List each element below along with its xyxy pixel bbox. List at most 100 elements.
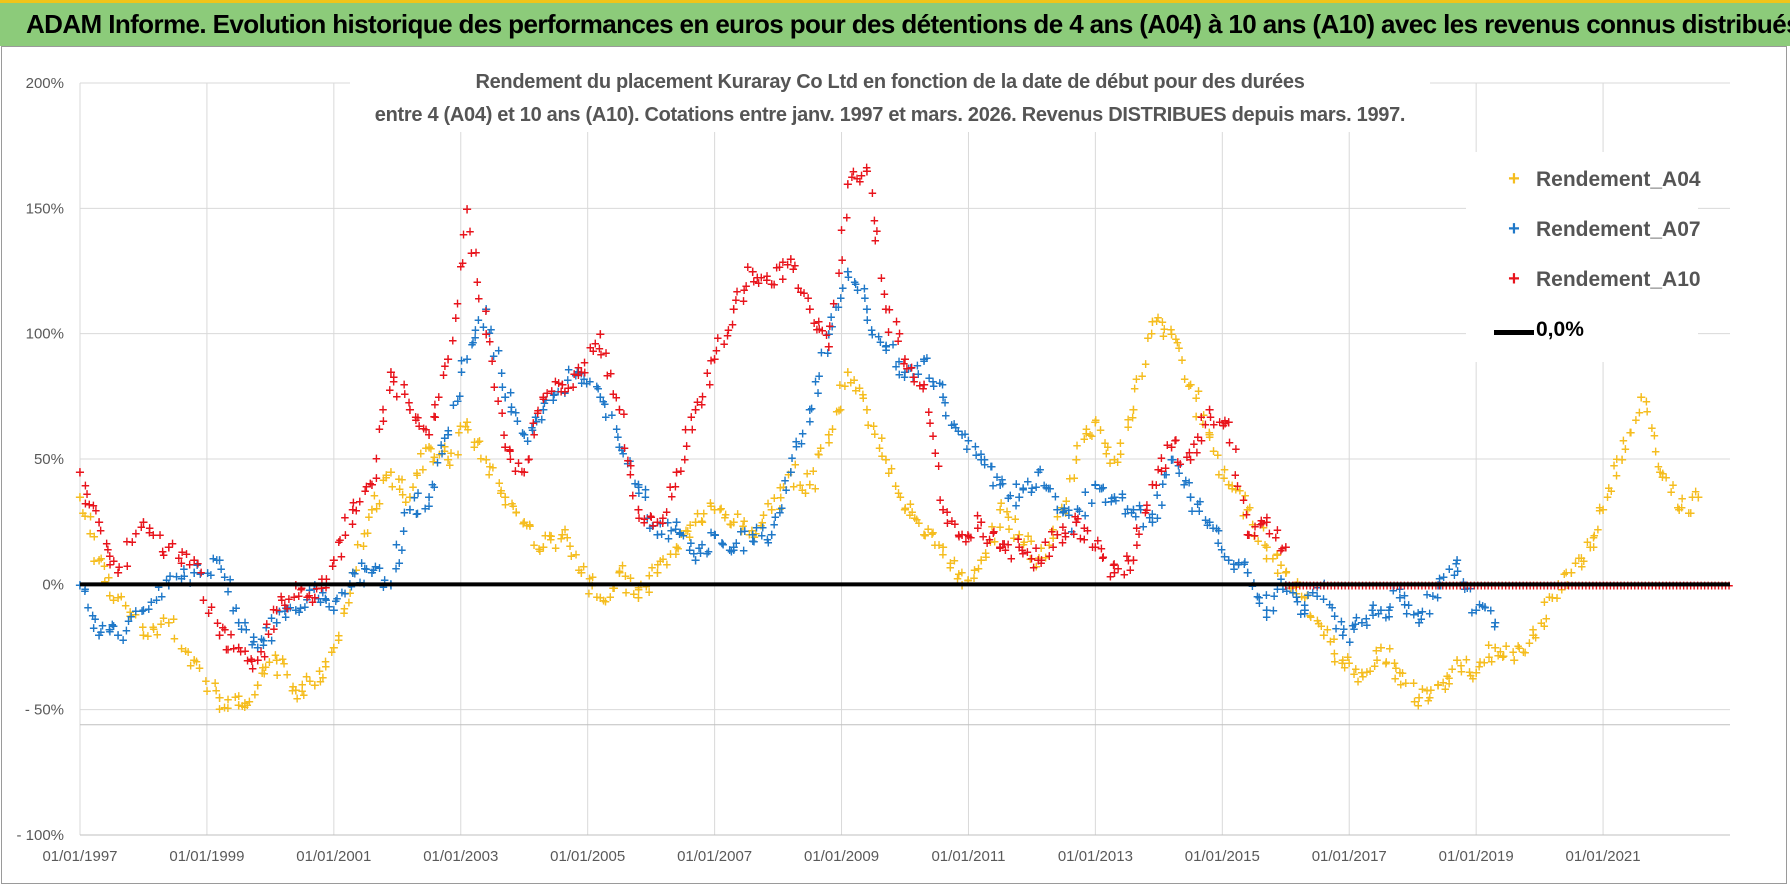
point-rendement-a10: + <box>378 402 388 416</box>
point-rendement-a10: + <box>378 414 388 428</box>
point-rendement-a10: + <box>105 557 115 571</box>
point-rendement-a07: + <box>752 521 762 535</box>
point-rendement-a04: + <box>481 453 492 468</box>
point-rendement-a04: + <box>647 560 657 574</box>
point-rendement-a04: + <box>201 674 211 688</box>
point-rendement-a10: + <box>1003 537 1013 551</box>
point-rendement-a07: + <box>548 393 558 407</box>
point-rendement-a10: + <box>995 541 1005 555</box>
point-rendement-a04: + <box>1147 327 1157 341</box>
point-rendement-a07: + <box>1288 586 1298 600</box>
point-rendement-a04: + <box>652 566 663 581</box>
point-rendement-a04: + <box>1312 613 1322 627</box>
point-rendement-a04: + <box>747 528 758 543</box>
point-rendement-a10: + <box>772 261 782 275</box>
point-rendement-a04: + <box>1513 639 1523 653</box>
point-rendement-a04: + <box>1626 426 1636 440</box>
point-rendement-a10: + <box>1142 498 1152 512</box>
point-rendement-a04: + <box>749 530 759 544</box>
point-rendement-a10: + <box>1223 415 1234 430</box>
point-rendement-a04: + <box>1376 641 1387 656</box>
point-rendement-a07: + <box>577 376 587 390</box>
point-rendement-a04: + <box>747 523 757 537</box>
point-rendement-a04: + <box>1381 656 1391 670</box>
point-rendement-a10: + <box>304 589 314 603</box>
point-rendement-a07: + <box>281 610 291 624</box>
point-rendement-a04: + <box>1171 332 1181 346</box>
point-rendement-a07: + <box>557 378 568 393</box>
point-rendement-a07: + <box>938 390 949 405</box>
point-rendement-a07: + <box>470 330 480 344</box>
point-rendement-a10: + <box>918 381 928 395</box>
point-rendement-a04: + <box>1340 661 1350 675</box>
point-rendement-a07: + <box>1474 598 1484 612</box>
point-rendement-a10: + <box>812 323 822 337</box>
point-rendement-a04: + <box>784 468 794 482</box>
point-rendement-a04: + <box>1606 484 1616 498</box>
point-rendement-a04: + <box>398 488 408 502</box>
point-rendement-a04: + <box>560 523 570 537</box>
point-rendement-a10: + <box>1209 417 1219 431</box>
data-points: ++++++++++++++++++++++++++++++++++++++++… <box>75 160 1735 715</box>
point-rendement-a07: + <box>1276 572 1286 586</box>
point-rendement-a04: + <box>191 655 201 669</box>
point-rendement-a04: + <box>1603 490 1613 504</box>
point-rendement-a10: + <box>1220 413 1230 427</box>
point-rendement-a04: + <box>1425 690 1435 704</box>
point-rendement-a04: + <box>927 527 937 541</box>
point-rendement-a07: + <box>151 593 161 607</box>
point-rendement-a07: + <box>938 377 948 391</box>
point-rendement-a04: + <box>525 517 535 531</box>
point-rendement-a04: + <box>1576 551 1586 565</box>
point-rendement-a04: + <box>1131 372 1141 386</box>
point-rendement-a07: + <box>195 567 205 581</box>
point-rendement-a07: + <box>1458 575 1468 589</box>
point-rendement-a04: + <box>1398 666 1408 680</box>
point-rendement-a07: + <box>813 386 823 400</box>
point-rendement-a07: + <box>1058 505 1068 519</box>
point-rendement-a10: + <box>136 520 146 534</box>
point-rendement-a04: + <box>1185 378 1196 393</box>
point-rendement-a07: + <box>797 437 807 451</box>
point-rendement-a04: + <box>518 516 528 530</box>
point-rendement-a04: + <box>519 516 530 531</box>
point-rendement-a07: + <box>497 380 507 394</box>
point-rendement-a04: + <box>1509 654 1520 669</box>
point-rendement-a07: + <box>1179 478 1189 492</box>
point-rendement-a10: + <box>1113 561 1123 575</box>
point-rendement-a04: + <box>186 659 196 673</box>
point-rendement-a04: + <box>500 491 511 506</box>
point-rendement-a04: + <box>1330 655 1340 669</box>
point-rendement-a07: + <box>1158 477 1168 491</box>
point-rendement-a10: + <box>934 459 944 473</box>
point-rendement-a10: + <box>226 628 236 642</box>
point-rendement-a07: + <box>1214 523 1224 537</box>
point-rendement-a04: + <box>474 434 484 448</box>
point-rendement-a07: + <box>252 641 263 656</box>
point-rendement-a07: + <box>1080 485 1090 499</box>
point-rendement-a07: + <box>394 556 404 570</box>
x-tick-label: 01/01/2001 <box>296 848 371 865</box>
point-rendement-a10: + <box>365 476 375 490</box>
point-rendement-a07: + <box>1095 482 1105 496</box>
point-rendement-a07: + <box>1193 497 1203 511</box>
point-rendement-a07: + <box>90 612 100 626</box>
point-rendement-a07: + <box>694 541 704 555</box>
point-rendement-a07: + <box>1064 503 1074 517</box>
point-rendement-a04: + <box>697 515 707 529</box>
point-rendement-a04: + <box>720 510 730 524</box>
x-tick-label: 01/01/2011 <box>931 848 1005 865</box>
point-rendement-a07: + <box>527 423 537 437</box>
point-rendement-a07: + <box>1395 591 1406 606</box>
point-rendement-a04: + <box>1409 694 1419 708</box>
point-rendement-a07: + <box>780 474 790 488</box>
point-rendement-a10: + <box>973 521 983 535</box>
point-rendement-a10: + <box>872 224 882 238</box>
point-rendement-a04: + <box>1199 408 1209 422</box>
point-rendement-a07: + <box>411 507 421 521</box>
point-rendement-a04: + <box>1253 534 1263 548</box>
point-rendement-a07: + <box>1444 562 1454 576</box>
point-rendement-a04: + <box>662 557 672 571</box>
point-rendement-a04: + <box>210 676 220 690</box>
point-rendement-a07: + <box>1045 481 1055 495</box>
